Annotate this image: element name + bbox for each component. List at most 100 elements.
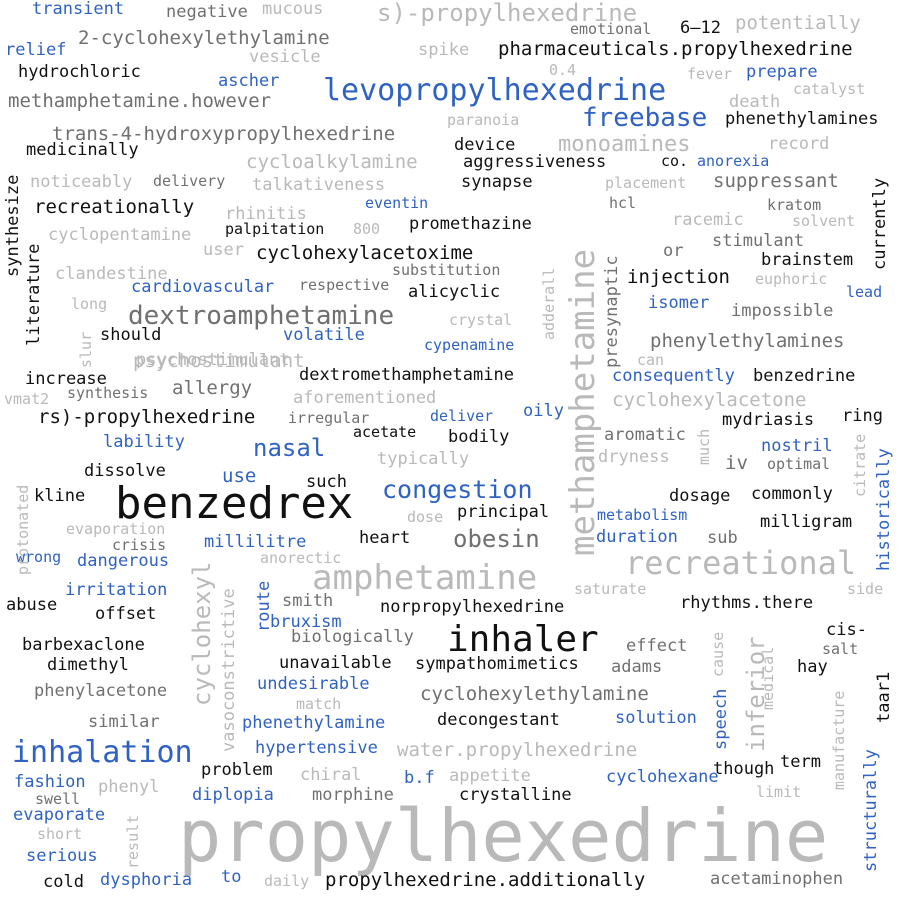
word-cardiovascular: cardiovascular — [131, 277, 275, 297]
word-wrong: wrong — [16, 548, 62, 566]
word-result: result — [124, 814, 142, 869]
word-mucous: mucous — [262, 0, 324, 19]
word-dissolve: dissolve — [84, 461, 166, 481]
word-unavailable: unavailable — [279, 653, 392, 673]
word-anorectic: anorectic — [260, 549, 342, 567]
word-water-propylhexedrine: water.propylhexedrine — [397, 739, 638, 761]
word-similar: similar — [88, 712, 160, 732]
word-record: record — [768, 134, 830, 154]
word-hydrochloric: hydrochloric — [18, 62, 141, 82]
word-ascher: ascher — [218, 71, 280, 91]
word-aggressiveness: aggressiveness — [463, 152, 607, 172]
word-relief: relief — [5, 40, 67, 60]
word-can: can — [637, 351, 665, 369]
word-cycloalkylamine: cycloalkylamine — [246, 151, 418, 173]
word-crystal: crystal — [449, 311, 513, 329]
word-much: much — [695, 428, 713, 465]
word-optimal: optimal — [767, 455, 831, 473]
word-millilitre: millilitre — [204, 532, 307, 552]
word-use: use — [222, 465, 257, 487]
word-benzedrex: benzedrex — [115, 478, 354, 529]
word-fever: fever — [687, 65, 733, 83]
word-bruxism: bruxism — [270, 612, 342, 632]
word-adderall: adderall — [540, 267, 558, 340]
word-salt: salt — [822, 640, 859, 658]
word-irritation: irritation — [65, 580, 168, 600]
word-propylhexedrine-additionally: propylhexedrine.additionally — [325, 869, 646, 891]
word-currently: currently — [870, 177, 890, 270]
word-long: long — [71, 295, 108, 313]
word-prepare: prepare — [746, 62, 818, 82]
word-co: co. — [661, 152, 689, 170]
word-inhaler: inhaler — [447, 619, 599, 660]
word-injection: injection — [627, 266, 730, 288]
word-alicyclic: alicyclic — [408, 282, 501, 302]
word-lability: lability — [103, 432, 185, 452]
word-iv: iv — [725, 452, 748, 474]
word-cause: cause — [709, 631, 727, 677]
word-to: to — [221, 867, 242, 887]
word-problem: problem — [201, 760, 273, 780]
word-crystalline: crystalline — [459, 785, 572, 805]
word-bodily: bodily — [448, 427, 510, 447]
word-delivery: delivery — [153, 172, 226, 190]
word-serious: serious — [26, 846, 98, 866]
word-phenylethylamines: phenylethylamines — [650, 330, 845, 352]
word-heart: heart — [359, 528, 411, 548]
word-citrate: citrate — [851, 433, 869, 497]
word-obesin: obesin — [453, 525, 540, 553]
word-though: though — [713, 759, 775, 779]
word-abuse: abuse — [6, 595, 58, 615]
word-suppressant: suppressant — [713, 170, 839, 192]
word-diplopia: diplopia — [192, 785, 274, 805]
word-daily: daily — [264, 872, 310, 890]
word-congestion: congestion — [382, 475, 533, 504]
word-such: such — [306, 472, 347, 492]
word-methamphetamine-however: methamphetamine.however — [8, 90, 272, 112]
word-s-propylhexedrine: s)-propylhexedrine — [377, 0, 638, 27]
word-kline: kline — [34, 486, 86, 506]
word-catalyst: catalyst — [793, 80, 866, 98]
word-cyclohexyl: cyclohexyl — [188, 561, 216, 707]
word-cis: cis- — [826, 620, 867, 640]
word-evaporation: evaporation — [66, 520, 166, 538]
word-aforementioned: aforementioned — [293, 388, 437, 408]
word-synapse: synapse — [461, 172, 533, 192]
word-monoamines: monoamines — [558, 132, 691, 157]
word-irregular: irregular — [288, 409, 370, 427]
word-solution: solution — [615, 708, 697, 728]
word-racemic: racemic — [672, 210, 744, 230]
word-limit: limit — [756, 783, 802, 801]
word-vasoconstrictive: vasoconstrictive — [219, 588, 239, 752]
word-chiral: chiral — [300, 765, 362, 785]
word-isomer: isomer — [648, 293, 710, 313]
word-psychostimulant: psychostimulant — [136, 350, 290, 370]
word-sub: sub — [707, 528, 738, 548]
word-swell: swell — [35, 790, 81, 808]
word-inhalation: inhalation — [12, 735, 193, 770]
word-vesicle: vesicle — [249, 47, 321, 67]
word-norpropylhexedrine: norpropylhexedrine — [380, 597, 565, 617]
word-duration: duration — [596, 527, 678, 547]
word-device: device — [454, 135, 516, 155]
word-crisis: crisis — [112, 536, 167, 554]
word-death: death — [729, 92, 781, 112]
word-volatile: volatile — [283, 325, 365, 345]
word-medical: medical — [759, 646, 777, 710]
word-hcl: hcl — [609, 194, 637, 212]
word-nasal: nasal — [253, 434, 326, 462]
word-levopropylhexedrine: levopropylhexedrine — [323, 73, 667, 108]
word-pharmaceuticals-propylhexedrine: pharmaceuticals.propylhexedrine — [498, 38, 853, 60]
word-0-4: 0.4 — [549, 61, 577, 79]
word-fashion: fashion — [14, 772, 86, 792]
word-dose: dose — [407, 508, 444, 526]
word-dextromethamphetamine: dextromethamphetamine — [299, 365, 514, 385]
word-rhythms-there: rhythms.there — [680, 593, 814, 613]
word-transient: transient — [32, 0, 125, 19]
word-kratom: kratom — [767, 196, 822, 214]
word-eventin: eventin — [365, 194, 429, 212]
word-acetate: acetate — [353, 423, 417, 441]
word-dextroamphetamine: dextroamphetamine — [128, 301, 395, 331]
word-amphetamine: amphetamine — [312, 558, 538, 598]
word-cyclopentamine: cyclopentamine — [48, 225, 192, 245]
